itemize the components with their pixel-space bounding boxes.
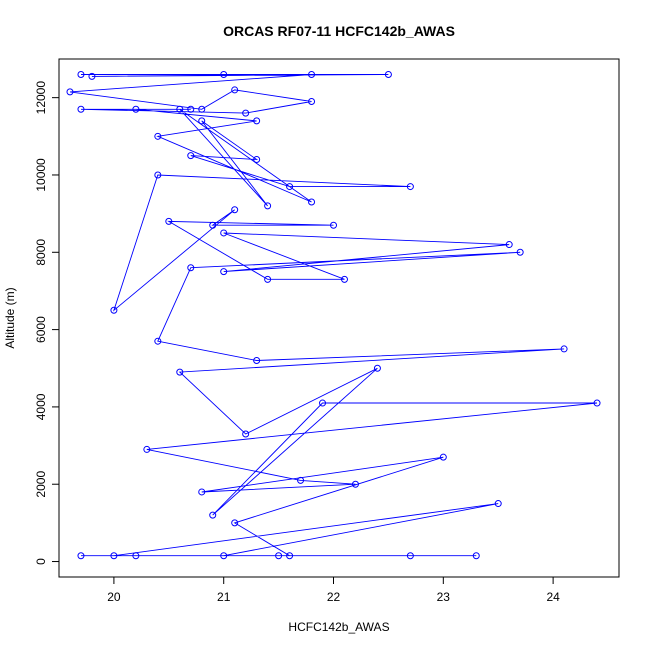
data-point (264, 202, 272, 210)
data-point (176, 105, 184, 113)
x-axis-label: HCFC142b_AWAS (288, 620, 389, 634)
data-point (505, 241, 513, 249)
data-point (154, 132, 162, 140)
y-tick-label: 6000 (34, 316, 48, 343)
data-point (154, 171, 162, 179)
data-point (308, 198, 316, 206)
data-point (439, 453, 447, 461)
x-tick-label: 21 (217, 590, 231, 604)
data-point (242, 430, 250, 438)
data-point (132, 105, 140, 113)
y-tick-label: 10000 (34, 158, 48, 192)
data-point (494, 500, 502, 508)
data-point (132, 552, 140, 560)
data-point (176, 368, 184, 376)
data-point (384, 70, 392, 78)
data-point (373, 364, 381, 372)
data-point (154, 337, 162, 345)
data-point (220, 552, 228, 560)
data-point (198, 105, 206, 113)
x-tick-label: 23 (437, 590, 451, 604)
series-line (69, 74, 598, 557)
data-point (275, 552, 283, 560)
y-axis: 0 2000 4000 6000 8000 10000 12000 (34, 81, 59, 565)
data-point (77, 552, 85, 560)
y-tick-label: 12000 (34, 81, 48, 115)
data-point (220, 70, 228, 78)
data-point (406, 552, 414, 560)
y-tick-label: 0 (34, 558, 48, 565)
data-point (593, 399, 601, 407)
data-point (319, 399, 327, 407)
data-point (472, 552, 480, 560)
data-point (308, 70, 316, 78)
data-point (253, 156, 261, 164)
data-point (220, 229, 228, 237)
data-point (187, 264, 195, 272)
series-layer (66, 70, 601, 560)
data-point (297, 476, 305, 484)
y-tick-label: 8000 (34, 239, 48, 266)
data-point (209, 221, 217, 229)
chart-title: ORCAS RF07-11 HCFC142b_AWAS (223, 23, 455, 39)
data-point (253, 117, 261, 125)
data-point (110, 306, 118, 314)
data-point (351, 480, 359, 488)
data-point (264, 275, 272, 283)
data-point (165, 217, 173, 225)
y-tick-label: 2000 (34, 471, 48, 498)
data-point (340, 275, 348, 283)
data-point (77, 105, 85, 113)
data-point (330, 221, 338, 229)
x-axis: 20 21 22 23 24 (107, 577, 560, 604)
data-point (516, 248, 524, 256)
data-point (231, 86, 239, 94)
data-point (77, 70, 85, 78)
data-point (143, 445, 151, 453)
x-tick-label: 22 (327, 590, 341, 604)
data-point (231, 206, 239, 214)
data-point (110, 552, 118, 560)
data-point (187, 152, 195, 160)
data-point (88, 72, 96, 80)
data-point (198, 488, 206, 496)
data-point (286, 552, 294, 560)
data-point (66, 88, 74, 96)
plot-frame (58, 58, 620, 578)
data-point (187, 105, 195, 113)
data-point (286, 183, 294, 191)
data-point (209, 511, 217, 519)
x-tick-label: 24 (546, 590, 560, 604)
y-tick-label: 4000 (34, 393, 48, 420)
data-point (231, 519, 239, 527)
data-point (198, 117, 206, 125)
data-point (253, 357, 261, 365)
y-axis-label: Altitude (m) (3, 287, 17, 348)
data-point (242, 109, 250, 117)
data-point (406, 183, 414, 191)
data-point (220, 268, 228, 276)
data-point (560, 345, 568, 353)
data-point (308, 98, 316, 106)
x-tick-label: 20 (107, 590, 121, 604)
